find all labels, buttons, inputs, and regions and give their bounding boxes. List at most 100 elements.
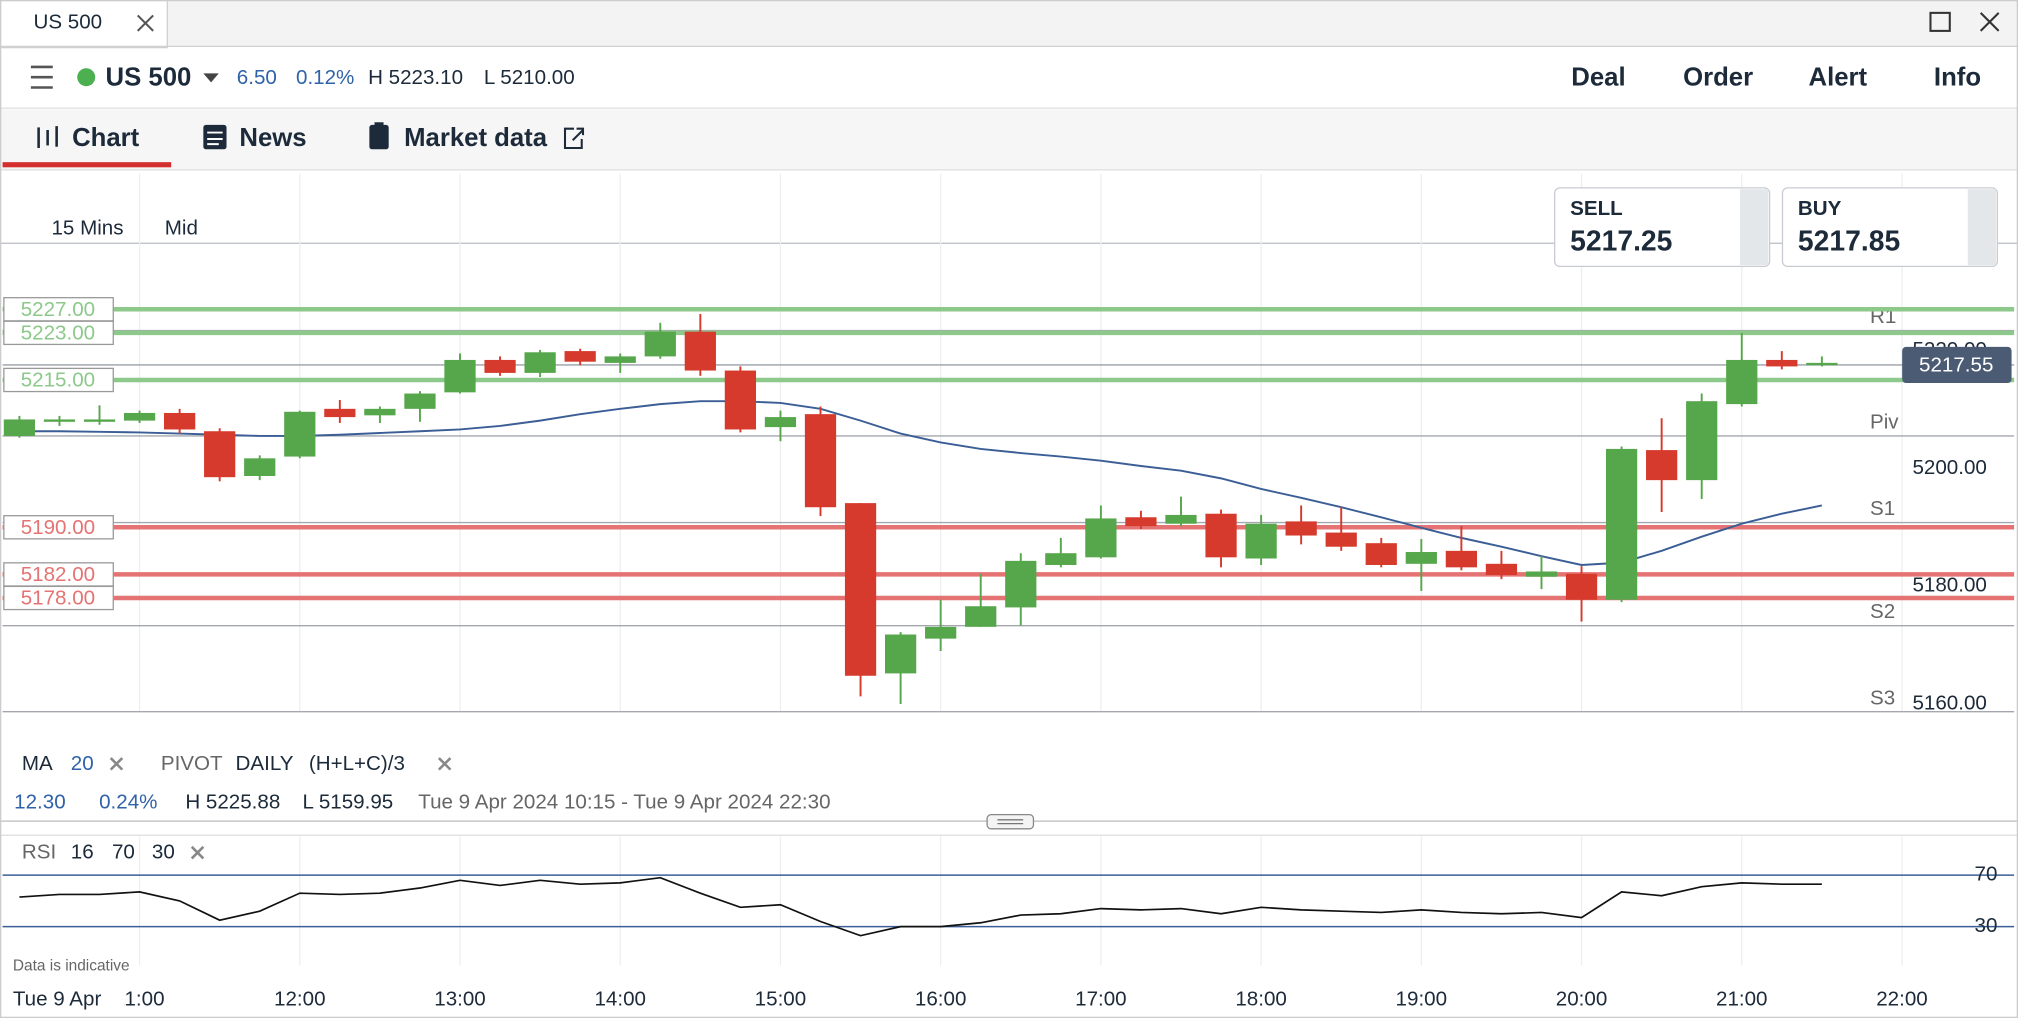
pivot-label: S1 [1870, 497, 1895, 520]
level-label-box [3, 585, 114, 611]
sell-button-edge [1740, 189, 1769, 266]
level-label-box [3, 320, 114, 346]
remove-ma-icon[interactable] [109, 757, 124, 771]
tab-bar [0, 0, 2018, 47]
tab[interactable]: Chart [72, 124, 140, 152]
candle-body [1365, 543, 1397, 565]
buy-label: BUY [1798, 197, 1842, 220]
close-window-icon[interactable] [1979, 12, 2000, 32]
y-tick-label: 5160.00 [1912, 691, 1986, 714]
candle-body [1205, 513, 1237, 558]
candle-body [764, 417, 797, 428]
action-button[interactable]: Alert [1809, 63, 1868, 91]
external-link-icon[interactable] [563, 127, 585, 150]
pivot-formula: (H+L+C)/3 [309, 752, 405, 775]
pivot-label: Piv [1870, 411, 1899, 434]
action-button[interactable]: Order [1683, 63, 1753, 91]
candle-body [164, 412, 196, 430]
tabs-bar [0, 109, 2018, 170]
buy-price: 5217.85 [1798, 225, 1900, 257]
remove-rsi-icon[interactable] [190, 845, 205, 860]
candle-body [1806, 362, 1838, 366]
menu-icon[interactable] [30, 65, 53, 89]
date-label-bg [0, 984, 125, 1016]
candle-body [1245, 523, 1277, 559]
candle-body [1125, 517, 1157, 527]
x-tick-label: 13:00 [434, 987, 486, 1010]
current-price-label: 5217.55 [1919, 354, 1993, 377]
pivot-label: PIVOT [161, 752, 223, 775]
disclaimer: Data is indicative [13, 958, 130, 975]
candle-body [884, 634, 917, 674]
x-tick-label: 19:00 [1396, 987, 1448, 1010]
level-label: 5227.00 [21, 298, 95, 321]
level-label-box [3, 367, 114, 393]
candle-body [925, 626, 957, 639]
dropdown-icon[interactable] [203, 73, 219, 83]
price-type[interactable]: Mid [165, 217, 198, 240]
level-label: 5215.00 [21, 369, 95, 392]
tab[interactable]: Market data [404, 124, 548, 152]
x-tick-label: 11:00 [115, 987, 165, 1010]
x-tick-label: 16:00 [915, 987, 967, 1010]
maximize-icon[interactable] [1929, 11, 1951, 32]
level-label: 5190.00 [21, 516, 95, 539]
rsi-param[interactable]: 70 [112, 841, 135, 864]
candle-body [1646, 450, 1678, 481]
candle-body [1605, 448, 1638, 600]
candle-body [564, 351, 596, 362]
candle-body [1686, 401, 1718, 481]
level-label-box [3, 515, 114, 540]
pivot-period[interactable]: DAILY [236, 752, 294, 775]
period-change: 12.30 [14, 791, 66, 814]
y-tick-label: 5200.00 [1912, 456, 1986, 479]
rsi-param[interactable]: 16 [71, 841, 94, 864]
y-tick-label: 5180.00 [1912, 574, 1986, 597]
candle-body [83, 419, 116, 422]
pivot-label: S3 [1870, 686, 1895, 709]
news-icon-lines [207, 131, 223, 146]
action-button[interactable]: Deal [1571, 63, 1625, 91]
x-tick-label: 17:00 [1075, 987, 1127, 1010]
x-tick-label: 15:00 [755, 987, 807, 1010]
window-tab[interactable] [0, 0, 168, 49]
rsi-tick-label: 70 [1975, 863, 1998, 886]
candle-body [244, 458, 276, 477]
current-price-tag [1902, 346, 2012, 383]
level-label: 5178.00 [21, 587, 95, 610]
price-chart: R1PivS1S2S35227.005223.005215.005190.005… [0, 173, 2018, 966]
action-button[interactable]: Info [1934, 63, 1981, 91]
buy-button-edge [1967, 189, 1997, 266]
day-low: L 5210.00 [484, 66, 575, 89]
candle-body [524, 352, 556, 373]
instrument-name[interactable]: US 500 [106, 63, 192, 91]
close-tab-icon[interactable] [136, 14, 154, 32]
date-label: Tue 9 Apr [13, 987, 102, 1010]
change: 6.50 [237, 66, 277, 89]
action-buttons: Deal Order Alert Info [1571, 63, 1981, 91]
x-tick-label: 14:00 [594, 987, 646, 1010]
candle-body [1766, 359, 1798, 367]
interval[interactable]: 15 Mins [51, 217, 123, 240]
rsi-param[interactable]: 30 [152, 841, 175, 864]
remove-pivot-icon[interactable] [437, 757, 452, 771]
ma-period[interactable]: 20 [71, 752, 94, 775]
x-tick-label: 21:00 [1716, 987, 1768, 1010]
x-tick-label: 12:00 [274, 987, 326, 1010]
resize-handle[interactable] [986, 814, 1035, 830]
period-change-pct: 0.24% [99, 791, 157, 814]
candle-body [484, 359, 516, 373]
period-high: H 5225.88 [185, 791, 280, 814]
active-tab-indicator [2, 162, 172, 168]
buy-button[interactable] [1781, 187, 1999, 268]
candle-body [1405, 552, 1437, 564]
sell-button[interactable] [1554, 187, 1771, 268]
candle-body [1285, 521, 1317, 536]
candle-body [43, 419, 76, 422]
rsi-line [19, 876, 1822, 937]
tab[interactable]: News [239, 124, 306, 152]
candle-body [444, 359, 476, 393]
ma-label: MA [22, 752, 53, 775]
candle-body [1445, 550, 1477, 568]
